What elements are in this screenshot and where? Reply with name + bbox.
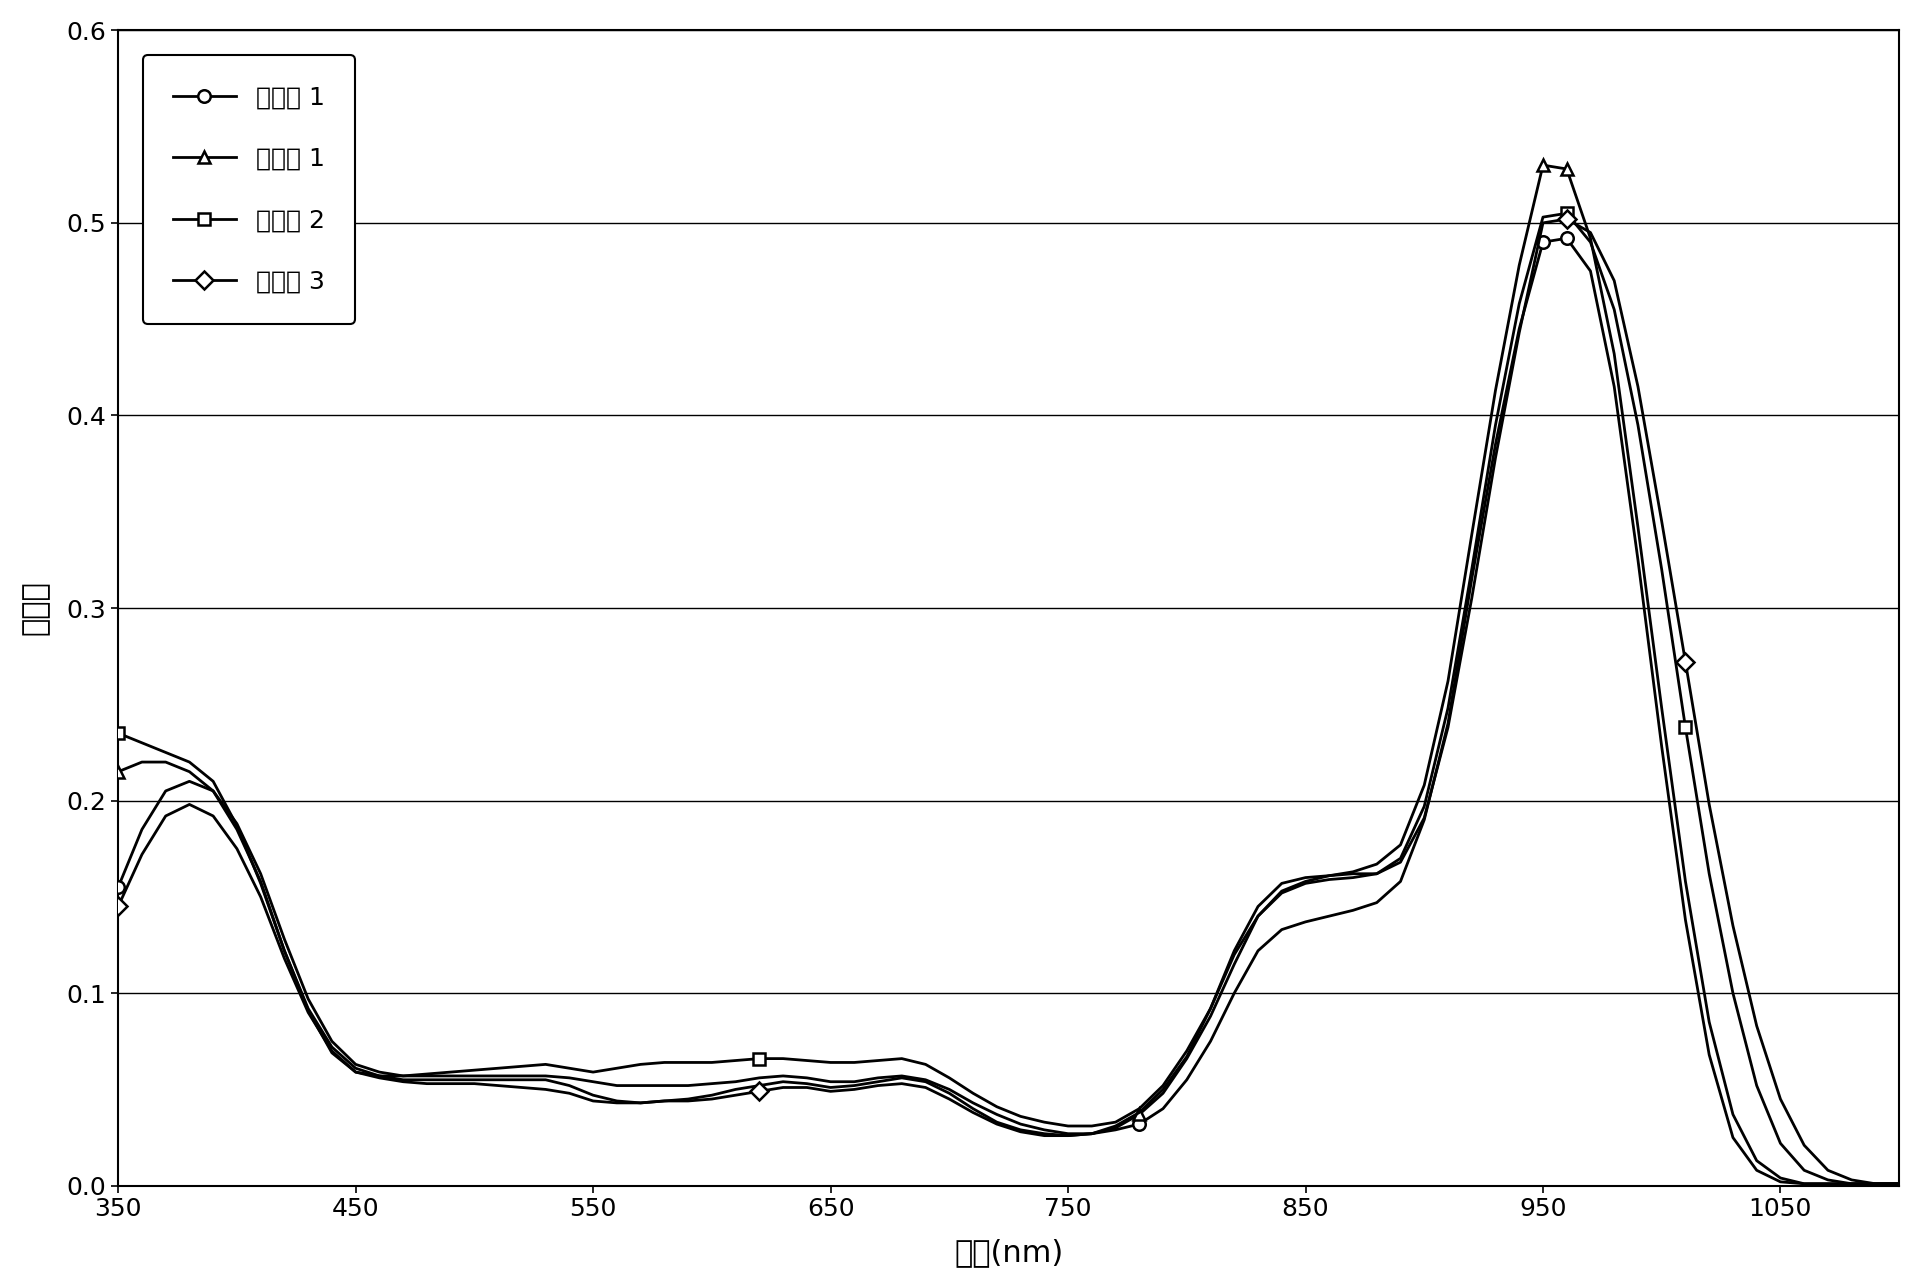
- 实施例 3: [1532, 215, 1555, 231]
- 实施例 2: [273, 943, 296, 958]
- Legend: 对比例 1, 实施例 1, 实施例 2, 实施例 3: 对比例 1, 实施例 1, 实施例 2, 实施例 3: [144, 55, 355, 323]
- 实施例 2: [1887, 1176, 1910, 1191]
- 实施例 3: [1864, 1176, 1887, 1191]
- Y-axis label: 吸收率: 吸收率: [21, 581, 50, 635]
- 实施例 2: [1033, 1114, 1056, 1130]
- Line: 实施例 1: 实施例 1: [111, 158, 1905, 1190]
- 实施例 2: [1246, 908, 1269, 923]
- 实施例 3: [1555, 211, 1578, 227]
- 对比例 1: [273, 931, 296, 947]
- 实施例 3: [1887, 1176, 1910, 1191]
- 实施例 1: [1294, 873, 1317, 889]
- 对比例 1: [108, 880, 131, 895]
- 实施例 1: [1033, 1126, 1056, 1141]
- 实施例 2: [1294, 876, 1317, 891]
- 实施例 1: [1555, 161, 1578, 176]
- Line: 对比例 1: 对比例 1: [111, 232, 1905, 1190]
- 对比例 1: [1294, 914, 1317, 930]
- 实施例 2: [1532, 210, 1555, 225]
- 对比例 1: [1793, 1176, 1816, 1191]
- Line: 实施例 3: 实施例 3: [111, 213, 1905, 1190]
- 实施例 3: [108, 899, 131, 914]
- 实施例 1: [273, 943, 296, 958]
- 对比例 1: [1033, 1122, 1056, 1137]
- 实施例 1: [1793, 1176, 1816, 1191]
- 对比例 1: [724, 1074, 747, 1090]
- 对比例 1: [1532, 234, 1555, 250]
- 对比例 1: [1555, 231, 1578, 246]
- 实施例 1: [1887, 1176, 1910, 1191]
- 实施例 2: [1555, 206, 1578, 222]
- 实施例 3: [273, 951, 296, 966]
- 对比例 1: [1887, 1176, 1910, 1191]
- 实施例 2: [1839, 1176, 1862, 1191]
- 实施例 1: [108, 764, 131, 779]
- 实施例 3: [724, 1087, 747, 1103]
- 实施例 1: [724, 1082, 747, 1097]
- 实施例 3: [1033, 1128, 1056, 1144]
- 实施例 2: [724, 1052, 747, 1068]
- 对比例 1: [1246, 943, 1269, 958]
- 实施例 1: [1532, 157, 1555, 173]
- 实施例 2: [108, 725, 131, 741]
- 实施例 3: [1246, 899, 1269, 914]
- X-axis label: 波长(nm): 波长(nm): [954, 1238, 1064, 1267]
- Line: 实施例 2: 实施例 2: [111, 207, 1905, 1190]
- 实施例 3: [1294, 869, 1317, 885]
- 实施例 1: [1246, 908, 1269, 923]
